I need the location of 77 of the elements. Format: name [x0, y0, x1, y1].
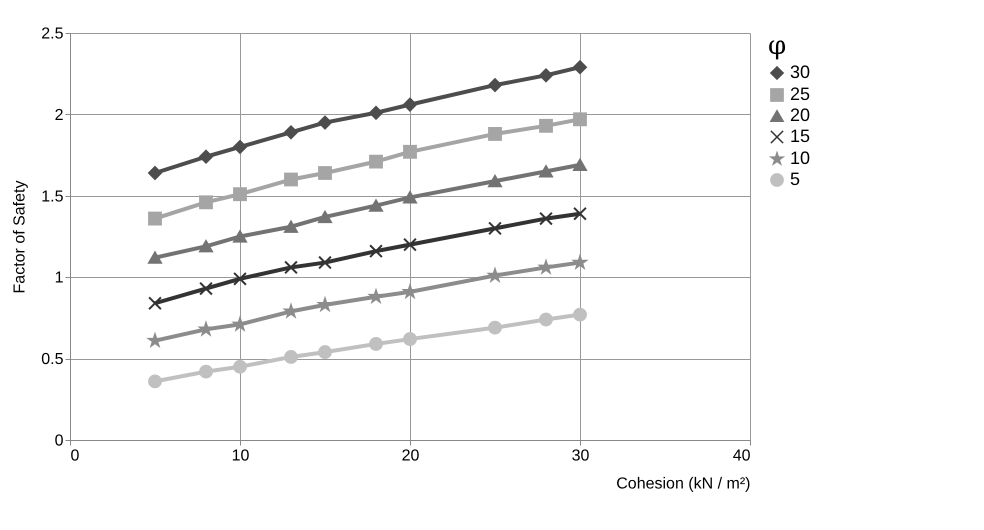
point	[573, 308, 587, 322]
x-tick-label: 30	[572, 448, 590, 464]
y-tick-label: 0.5	[41, 351, 64, 368]
x-tick-label: 20	[402, 448, 420, 464]
point	[284, 220, 298, 233]
point	[369, 244, 383, 258]
point	[233, 140, 247, 154]
point	[318, 166, 332, 180]
point	[318, 256, 332, 270]
point	[539, 212, 553, 226]
point	[539, 165, 553, 178]
point	[233, 187, 247, 202]
y-tick-label: 2	[54, 106, 64, 124]
point	[488, 127, 502, 141]
point	[148, 212, 162, 226]
x-tick-label: 0	[70, 448, 80, 464]
point	[199, 240, 213, 252]
y-axis-title: Factor of Safety	[11, 180, 28, 294]
point	[199, 364, 213, 379]
point	[199, 150, 213, 164]
legend-label: 30	[790, 62, 810, 82]
point	[284, 260, 298, 274]
point	[233, 230, 247, 243]
point	[318, 210, 332, 224]
legend-label: 5	[790, 169, 800, 189]
point	[488, 175, 502, 188]
point	[539, 312, 553, 326]
point	[284, 350, 298, 364]
point	[233, 317, 247, 330]
point	[403, 144, 417, 159]
point	[318, 345, 332, 359]
point	[369, 154, 383, 169]
point	[148, 166, 162, 180]
point	[403, 191, 417, 204]
point	[233, 272, 247, 286]
x-tick-label: 40	[732, 448, 751, 464]
point	[148, 374, 162, 388]
point	[488, 221, 502, 236]
point	[284, 125, 298, 140]
point	[539, 118, 553, 133]
y-tick-label: 1.5	[41, 188, 64, 206]
point	[403, 98, 417, 112]
legend-label: 15	[790, 126, 810, 146]
point	[233, 360, 247, 374]
legend-title: φ	[768, 31, 786, 61]
point	[284, 172, 298, 186]
legend-label: 20	[790, 105, 810, 125]
y-tick-label: 0	[54, 432, 64, 450]
point	[403, 238, 417, 252]
point	[199, 322, 213, 336]
x-axis-title: Cohesion (kN / m²)	[616, 476, 750, 492]
point	[369, 199, 383, 212]
y-tick-label: 1	[54, 270, 64, 287]
point	[148, 252, 162, 264]
point	[573, 158, 587, 171]
legend-label: 25	[790, 84, 810, 104]
point	[573, 206, 587, 221]
x-tick-label: 10	[232, 448, 250, 464]
point	[539, 68, 553, 82]
point	[403, 284, 417, 298]
point	[369, 106, 383, 120]
point	[284, 304, 298, 318]
point	[488, 320, 502, 335]
point	[148, 334, 162, 346]
y-tick-label: 2.5	[41, 26, 64, 42]
point	[403, 332, 417, 346]
point	[199, 282, 213, 296]
point	[573, 112, 587, 126]
point	[369, 337, 383, 351]
point	[318, 116, 332, 130]
point	[199, 195, 213, 210]
legend-label: 10	[790, 148, 810, 168]
point	[573, 60, 587, 74]
point	[369, 290, 383, 303]
point	[148, 296, 162, 310]
point	[318, 298, 332, 311]
point	[488, 78, 502, 92]
